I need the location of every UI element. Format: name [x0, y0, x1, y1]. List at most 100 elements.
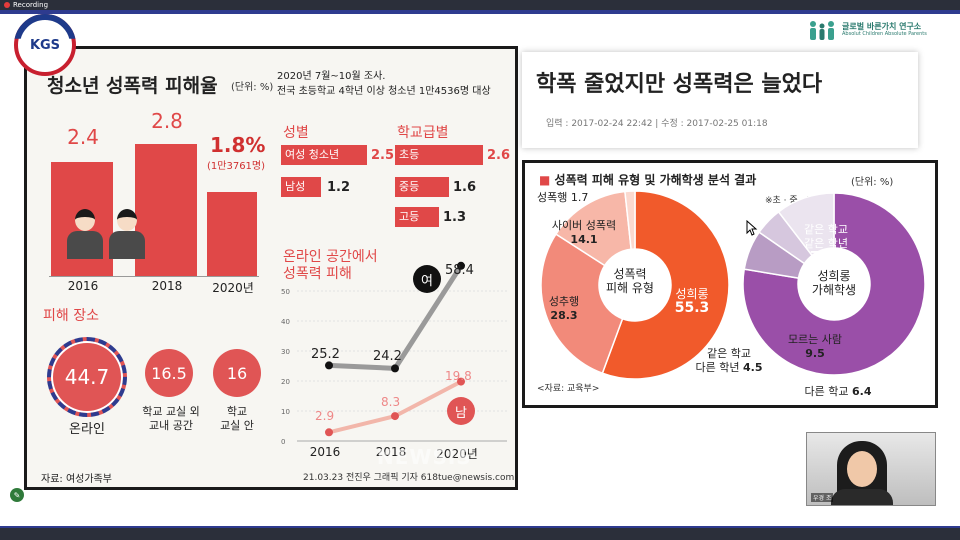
online-female-2018: 24.2 [373, 349, 402, 364]
school-value-middle: 1.6 [453, 180, 477, 195]
pen-icon: ✎ [13, 490, 21, 500]
victim-center-line-2: 피해 유형 [606, 281, 654, 295]
male-badge: 남 [447, 397, 475, 425]
label-assault: 성추행 28.3 [548, 295, 580, 322]
y-tick-10: 10 [281, 408, 290, 416]
y-tick-40: 40 [281, 318, 290, 326]
online-year-2016: 2016 [309, 445, 341, 459]
online-year-2020: 2020년 [436, 447, 478, 461]
victim-type-donut [540, 190, 730, 380]
bar-year-2016: 2016 [67, 279, 99, 293]
bottom-accent-line [0, 526, 960, 529]
online-female-2016: 25.2 [311, 347, 340, 362]
gender-value-male: 1.2 [327, 180, 351, 195]
perp-center-line-2: 가해학생 [811, 283, 857, 297]
label-harassment: 성희롱 55.3 [674, 287, 710, 316]
online-heading-line-2: 성폭력 피해 [283, 266, 352, 282]
online-male-2016: 2.9 [315, 409, 335, 423]
place-circle-campus: 16.5 [145, 349, 193, 397]
label-stranger: 모르는 사람 9.5 [787, 333, 843, 360]
online-male-2020: 19.8 [445, 369, 472, 383]
student-girl-icon [67, 209, 103, 259]
infographic-credit: 21.03.23 전진우 그래픽 기자 618tue@newsis.com [303, 473, 515, 483]
victim-center-line-1: 성폭력 [613, 267, 647, 281]
headline-meta: 입력 : 2017-02-24 22:42 | 수정 : 2017-02-25 … [546, 119, 768, 129]
subtitle-line-2: 전국 초등학교 4학년 이상 청소년 1만4536명 대상 [277, 86, 491, 97]
infographic-source: 자료: 여성가족부 [41, 474, 112, 485]
donut-unit: (단위: %) [851, 177, 894, 188]
male-point-1 [391, 412, 399, 421]
online-female-2020: 58.4 [445, 263, 474, 278]
donut-title-bullet: ■ [539, 173, 551, 187]
label-cyber: 사이버 성폭력 14.1 [551, 219, 617, 246]
participant-video-tile[interactable]: 우경 조 [806, 432, 936, 506]
gender-bar-male: 남성 [281, 177, 321, 197]
online-heading-line-1: 온라인 공간에서 [283, 249, 378, 265]
student-boy-icon [109, 209, 145, 259]
victim-donut-center: 성폭력 피해 유형 [595, 267, 665, 295]
online-line-chart: 50 40 30 20 10 0 [281, 261, 507, 446]
female-point-2 [457, 261, 465, 270]
female-point-0 [325, 361, 333, 370]
recording-label: Recording [13, 1, 49, 9]
mouse-cursor-icon [746, 220, 758, 236]
participant-name: 우경 조 [811, 493, 834, 502]
place-label-online: 온라인 [69, 422, 105, 437]
school-bar-middle: 중등 [395, 177, 449, 197]
participant-body [831, 489, 893, 505]
news-headline-card: 학폭 줄었지만 성폭력은 늘었다 입력 : 2017-02-24 22:42 |… [522, 52, 918, 148]
top-accent-line [0, 10, 960, 14]
y-tick-30: 30 [281, 348, 290, 356]
label-rape: 성폭행 1.7 [537, 191, 589, 204]
bar-year-2020: 2020년 [212, 281, 254, 295]
infographic-unit: (단위: %) [231, 82, 274, 93]
infographic-subtitle: 2020년 7월~10월 조사. 전국 초등학교 4학년 이상 청소년 1만45… [277, 69, 491, 99]
bottom-bar [0, 528, 960, 540]
infographic-panel: 청소년 성폭력 피해율 (단위: %) 2020년 7월~10월 조사. 전국 … [24, 46, 518, 490]
recording-indicator: Recording [4, 1, 48, 9]
perpetrator-donut [742, 192, 926, 376]
headline-title: 학폭 줄었지만 성폭력은 늘었다 [536, 72, 823, 97]
label-same-school-diff-grade: 같은 학교 다른 학년 4.5 [695, 347, 763, 374]
female-badge: 여 [413, 265, 441, 293]
label-other-school: 다른 학교 6.4 [804, 385, 872, 398]
place-circle-online: 44.7 [47, 337, 127, 417]
label-same-grade: 같은 학교 같은 학년 70.7 [804, 223, 848, 265]
participant-face [847, 451, 877, 487]
donut-title: ■ 성폭력 피해 유형 및 가해학생 분석 결과 [539, 171, 756, 188]
school-value-high: 1.3 [443, 210, 467, 225]
kgs-logo: KGS [14, 14, 76, 76]
kgs-logo-text: KGS [29, 37, 61, 53]
annotate-pen-button[interactable]: ✎ [10, 488, 24, 502]
family-icon [810, 21, 834, 40]
school-bar-high: 고등 [395, 207, 439, 227]
perp-donut-center: 성희롱 가해학생 [799, 269, 869, 297]
bar-value-2018: 2.8 [151, 109, 183, 133]
place-label-classroom: 학교 교실 안 [220, 405, 254, 432]
rate-bar-2018 [135, 144, 197, 276]
bar-baseline [49, 276, 259, 277]
donut-title-text: 성폭력 피해 유형 및 가해학생 분석 결과 [554, 173, 757, 187]
infographic-title: 청소년 성폭력 피해율 [47, 75, 218, 97]
school-value-elementary: 2.6 [487, 148, 511, 163]
school-bar-elementary: 초등 [395, 145, 483, 165]
rate-bar-2020 [207, 192, 257, 276]
watermark: NEWSIS [377, 445, 472, 469]
donut-source: <자료: 교육부> [537, 384, 600, 394]
donut-panel: ■ 성폭력 피해 유형 및 가해학생 분석 결과 (단위: %) ※초 · 중 … [522, 160, 938, 408]
bar-value-2020: 1.8% [210, 133, 266, 157]
online-year-2018: 2018 [375, 445, 407, 459]
subtitle-line-1: 2020년 7월~10월 조사. [277, 71, 386, 82]
y-tick-20: 20 [281, 378, 290, 386]
y-tick-0: 0 [281, 438, 285, 446]
org-logo: 글로벌 바른가치 연구소 Absolut Children Absolute P… [808, 18, 948, 42]
gender-value-female: 2.5 [371, 148, 395, 163]
place-label-campus: 학교 교실 외 교내 공간 [142, 405, 200, 432]
place-circle-classroom: 16 [213, 349, 261, 397]
gender-bar-female: 여성 청소년 [281, 145, 367, 165]
online-male-2018: 8.3 [381, 395, 401, 409]
bar-value-2016: 2.4 [67, 125, 99, 149]
top-bar [0, 0, 960, 12]
perp-center-line-1: 성희롱 [817, 269, 851, 283]
